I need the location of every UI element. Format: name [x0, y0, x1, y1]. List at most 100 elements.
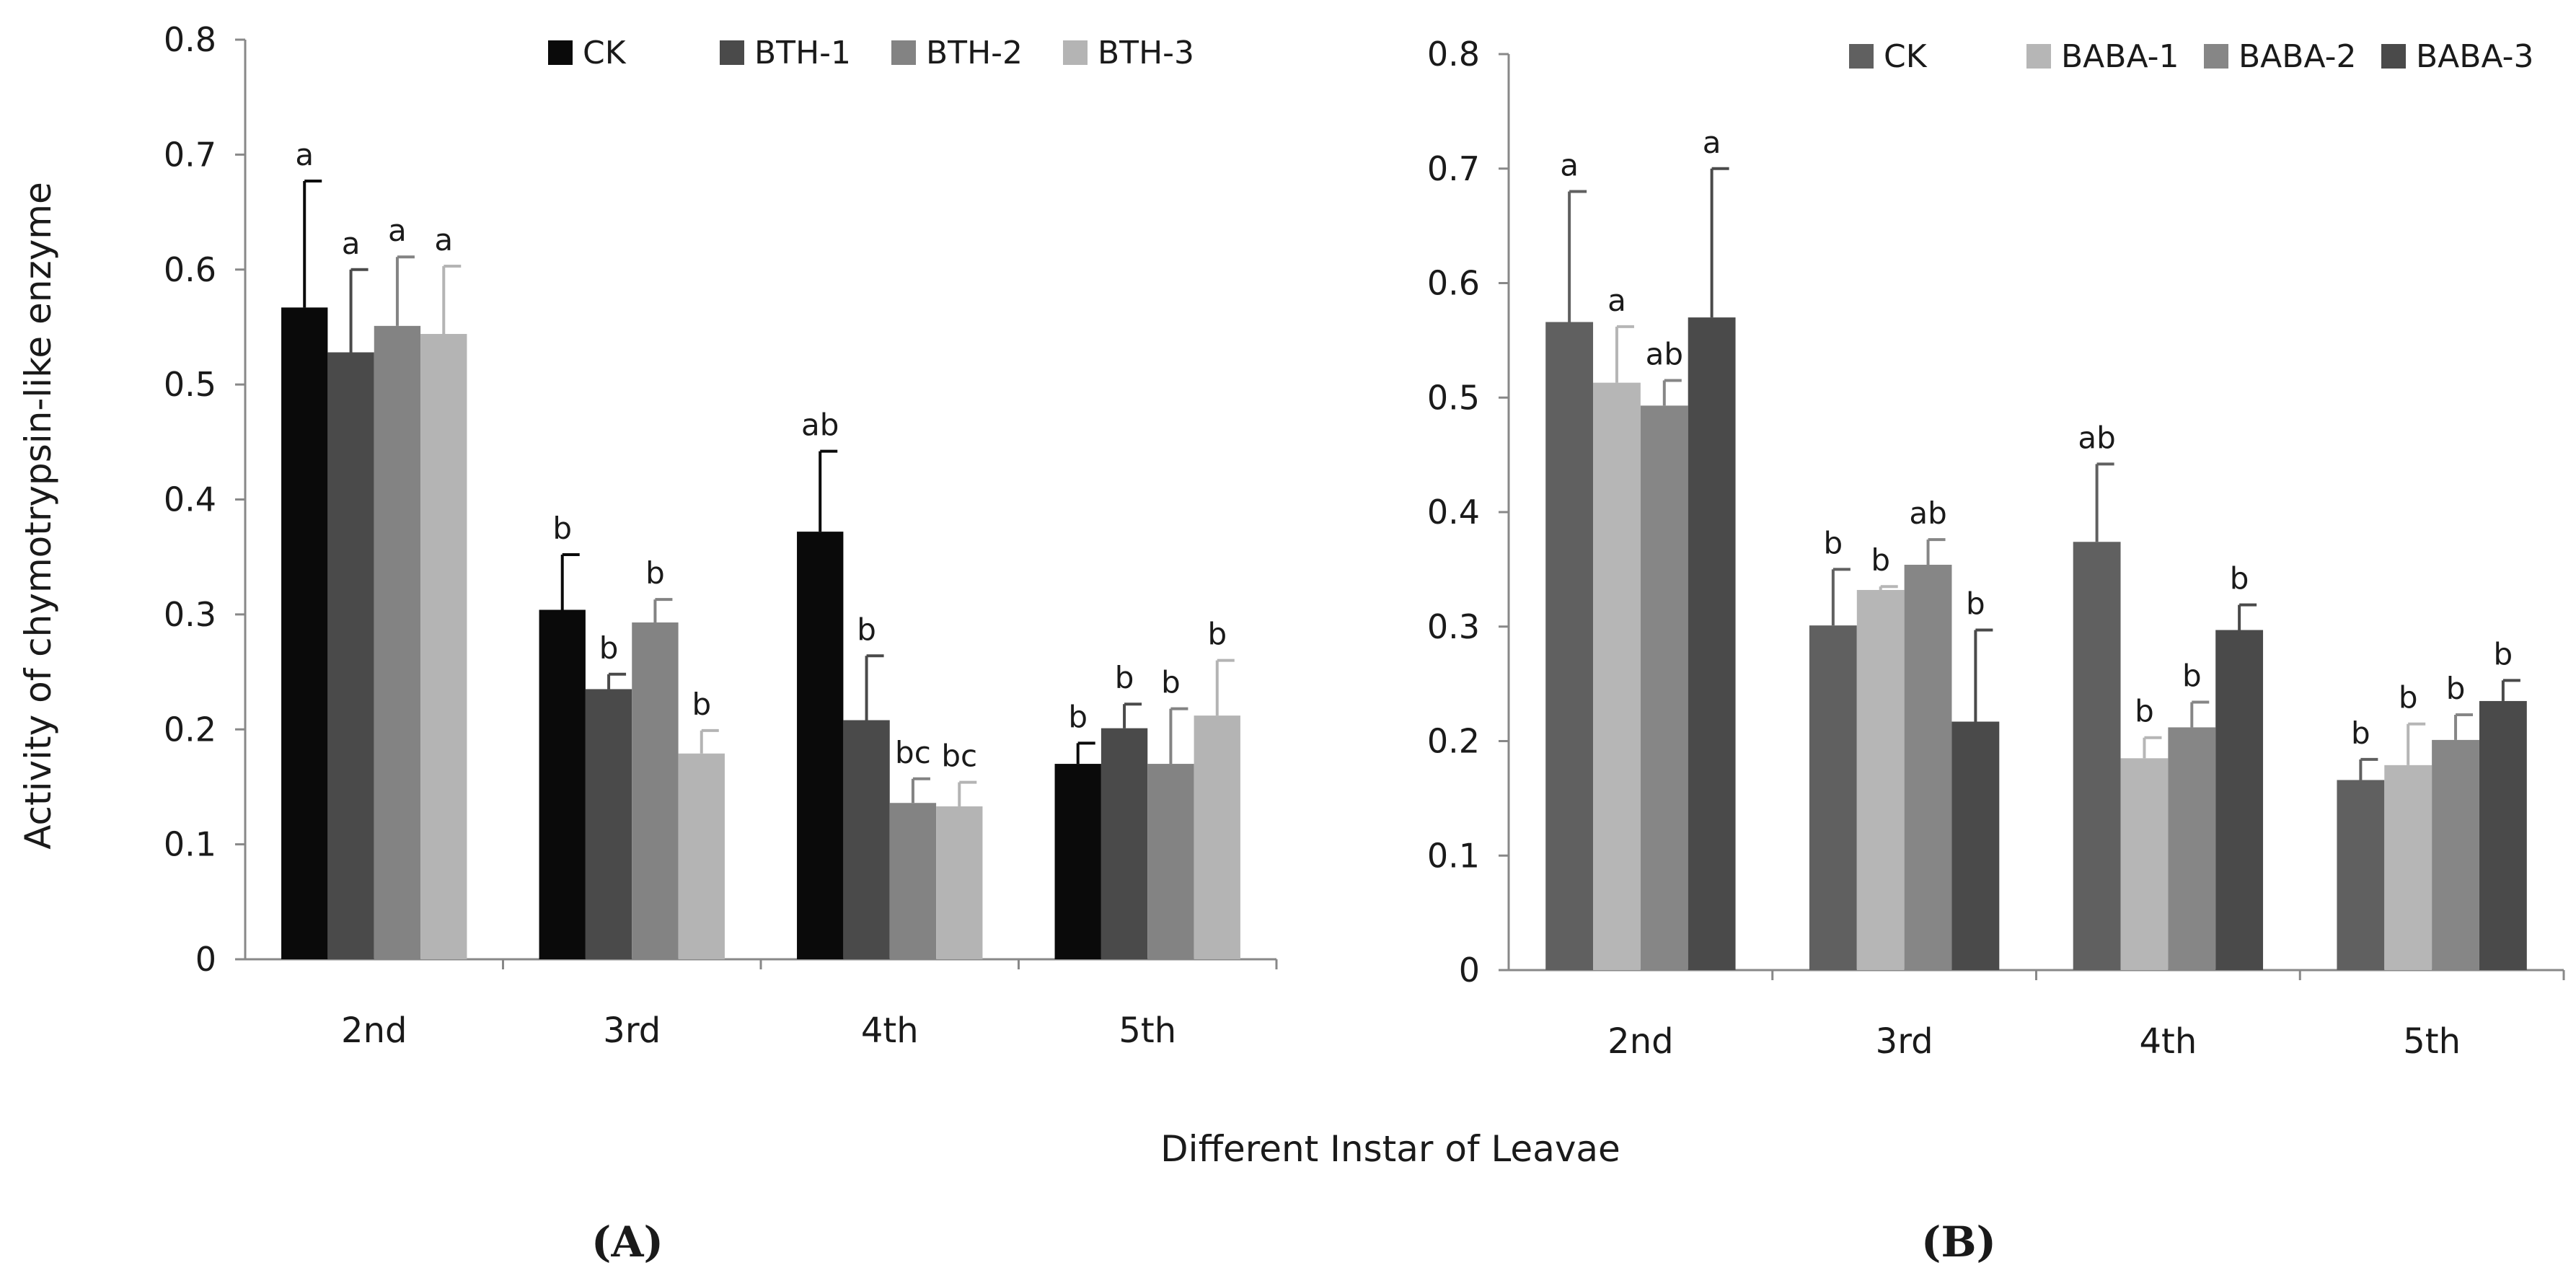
x-category-label-a: 5th	[1119, 1010, 1176, 1051]
significance-letter-b: b	[2494, 636, 2513, 671]
significance-letter-a: b	[645, 555, 665, 591]
x-category-label-b: 4th	[2139, 1021, 2197, 1062]
bar-a-3	[678, 753, 725, 959]
bar-b-3	[1951, 721, 2000, 970]
significance-letter-b: b	[1871, 542, 1890, 578]
significance-letter-a: a	[388, 213, 407, 248]
significance-letter-a: b	[1068, 699, 1088, 734]
bar-a-3	[936, 806, 983, 959]
bar-b-2	[2168, 727, 2216, 970]
significance-letter-b: a	[1560, 148, 1579, 183]
legend-label-b: BABA-1	[2061, 38, 2179, 75]
bar-a-1	[1100, 728, 1148, 959]
y-tick-label-a: 0.2	[164, 710, 216, 749]
significance-letter-b: b	[2446, 671, 2466, 706]
y-tick-label-a: 0	[195, 940, 216, 979]
x-category-label-b: 5th	[2403, 1021, 2461, 1062]
y-tick-label-a: 0.3	[164, 595, 216, 634]
bar-b-1	[2384, 765, 2432, 970]
significance-letter-b: b	[1824, 525, 1843, 560]
significance-letter-a: b	[599, 630, 619, 666]
significance-letter-a: b	[552, 511, 572, 546]
bar-b-2	[1640, 405, 1688, 970]
bar-a-2	[632, 622, 679, 959]
significance-letter-b: b	[2135, 694, 2154, 729]
significance-letter-a: b	[692, 687, 711, 722]
panel-label-a: (A)	[591, 1217, 663, 1267]
bar-a-0	[797, 532, 844, 959]
bar-a-3	[420, 334, 467, 959]
bar-b-0	[1545, 322, 1594, 971]
bar-a-0	[1054, 764, 1101, 959]
y-tick-label-a: 0.5	[164, 365, 216, 404]
x-category-label-b: 3rd	[1876, 1021, 1933, 1062]
bar-b-3	[2479, 700, 2527, 970]
bar-b-2	[1904, 565, 1952, 970]
legend-swatch-b	[1849, 44, 1874, 69]
bar-a-0	[281, 307, 328, 959]
bar-a-0	[539, 609, 586, 959]
y-tick-label-b: 0.2	[1427, 722, 1480, 761]
y-tick-label-a: 0.1	[164, 825, 216, 864]
bar-b-0	[1809, 625, 1857, 970]
x-category-label-b: 2nd	[1607, 1021, 1673, 1062]
legend-label-b: BABA-3	[2416, 38, 2533, 75]
significance-letter-b: b	[1966, 586, 1985, 622]
significance-letter-b: ab	[1909, 496, 1946, 531]
bar-a-1	[327, 352, 374, 959]
x-axis-title: Different Instar of Leavae	[1160, 1128, 1620, 1170]
y-tick-label-a: 0.8	[164, 20, 216, 59]
y-tick-label-a: 0.6	[164, 250, 216, 289]
bar-b-2	[2432, 739, 2479, 970]
legend-label-a: BTH-3	[1098, 35, 1194, 71]
significance-letter-a: a	[342, 226, 361, 261]
y-tick-label-b: 0	[1459, 951, 1480, 990]
y-axis-title: Activity of chymotrypsin-like enzyme	[17, 182, 59, 850]
legend-swatch-a	[720, 40, 744, 65]
significance-letter-a: ab	[801, 408, 839, 443]
legend-label-b: BABA-2	[2238, 38, 2356, 75]
y-tick-label-b: 0.8	[1427, 35, 1480, 74]
y-tick-label-a: 0.4	[164, 480, 216, 519]
bar-b-1	[2120, 758, 2169, 970]
legend-label-a: CK	[583, 35, 627, 71]
bar-a-1	[843, 720, 890, 959]
significance-letter-a: a	[295, 137, 314, 172]
x-category-label-a: 4th	[861, 1010, 919, 1051]
bar-b-0	[2073, 542, 2121, 970]
significance-letter-b: b	[2399, 680, 2418, 715]
bar-a-2	[889, 803, 937, 959]
x-category-label-a: 3rd	[603, 1010, 661, 1051]
y-tick-label-a: 0.7	[164, 135, 216, 174]
x-category-label-a: 2nd	[341, 1010, 407, 1051]
bar-a-2	[1147, 764, 1194, 959]
legend-swatch-a	[1063, 40, 1088, 65]
legend-swatch-b	[2026, 44, 2051, 69]
bar-a-2	[374, 325, 421, 959]
significance-letter-a: a	[434, 222, 453, 257]
legend-label-a: BTH-1	[754, 35, 851, 71]
legend-label-a: BTH-2	[926, 35, 1023, 71]
y-tick-label-b: 0.7	[1427, 149, 1480, 188]
legend-swatch-b	[2204, 44, 2228, 69]
significance-letter-a: bc	[895, 735, 931, 770]
bar-b-3	[1688, 317, 1736, 970]
bar-a-3	[1194, 715, 1240, 959]
significance-letter-b: a	[1607, 283, 1626, 318]
legend-swatch-a	[548, 40, 573, 65]
y-tick-label-b: 0.4	[1427, 493, 1480, 532]
legend-swatch-a	[891, 40, 916, 65]
bar-b-1	[1856, 589, 1905, 970]
y-tick-label-b: 0.1	[1427, 836, 1480, 875]
legend-swatch-b	[2381, 44, 2406, 69]
significance-letter-b: b	[2182, 659, 2202, 694]
legend-label-b: CK	[1884, 38, 1928, 75]
y-tick-label-b: 0.6	[1427, 264, 1480, 303]
significance-letter-a: bc	[941, 739, 977, 774]
significance-letter-a: b	[1207, 617, 1227, 652]
significance-letter-a: b	[1161, 665, 1181, 700]
significance-letter-a: b	[1115, 660, 1134, 695]
significance-letter-b: ab	[1646, 336, 1683, 371]
